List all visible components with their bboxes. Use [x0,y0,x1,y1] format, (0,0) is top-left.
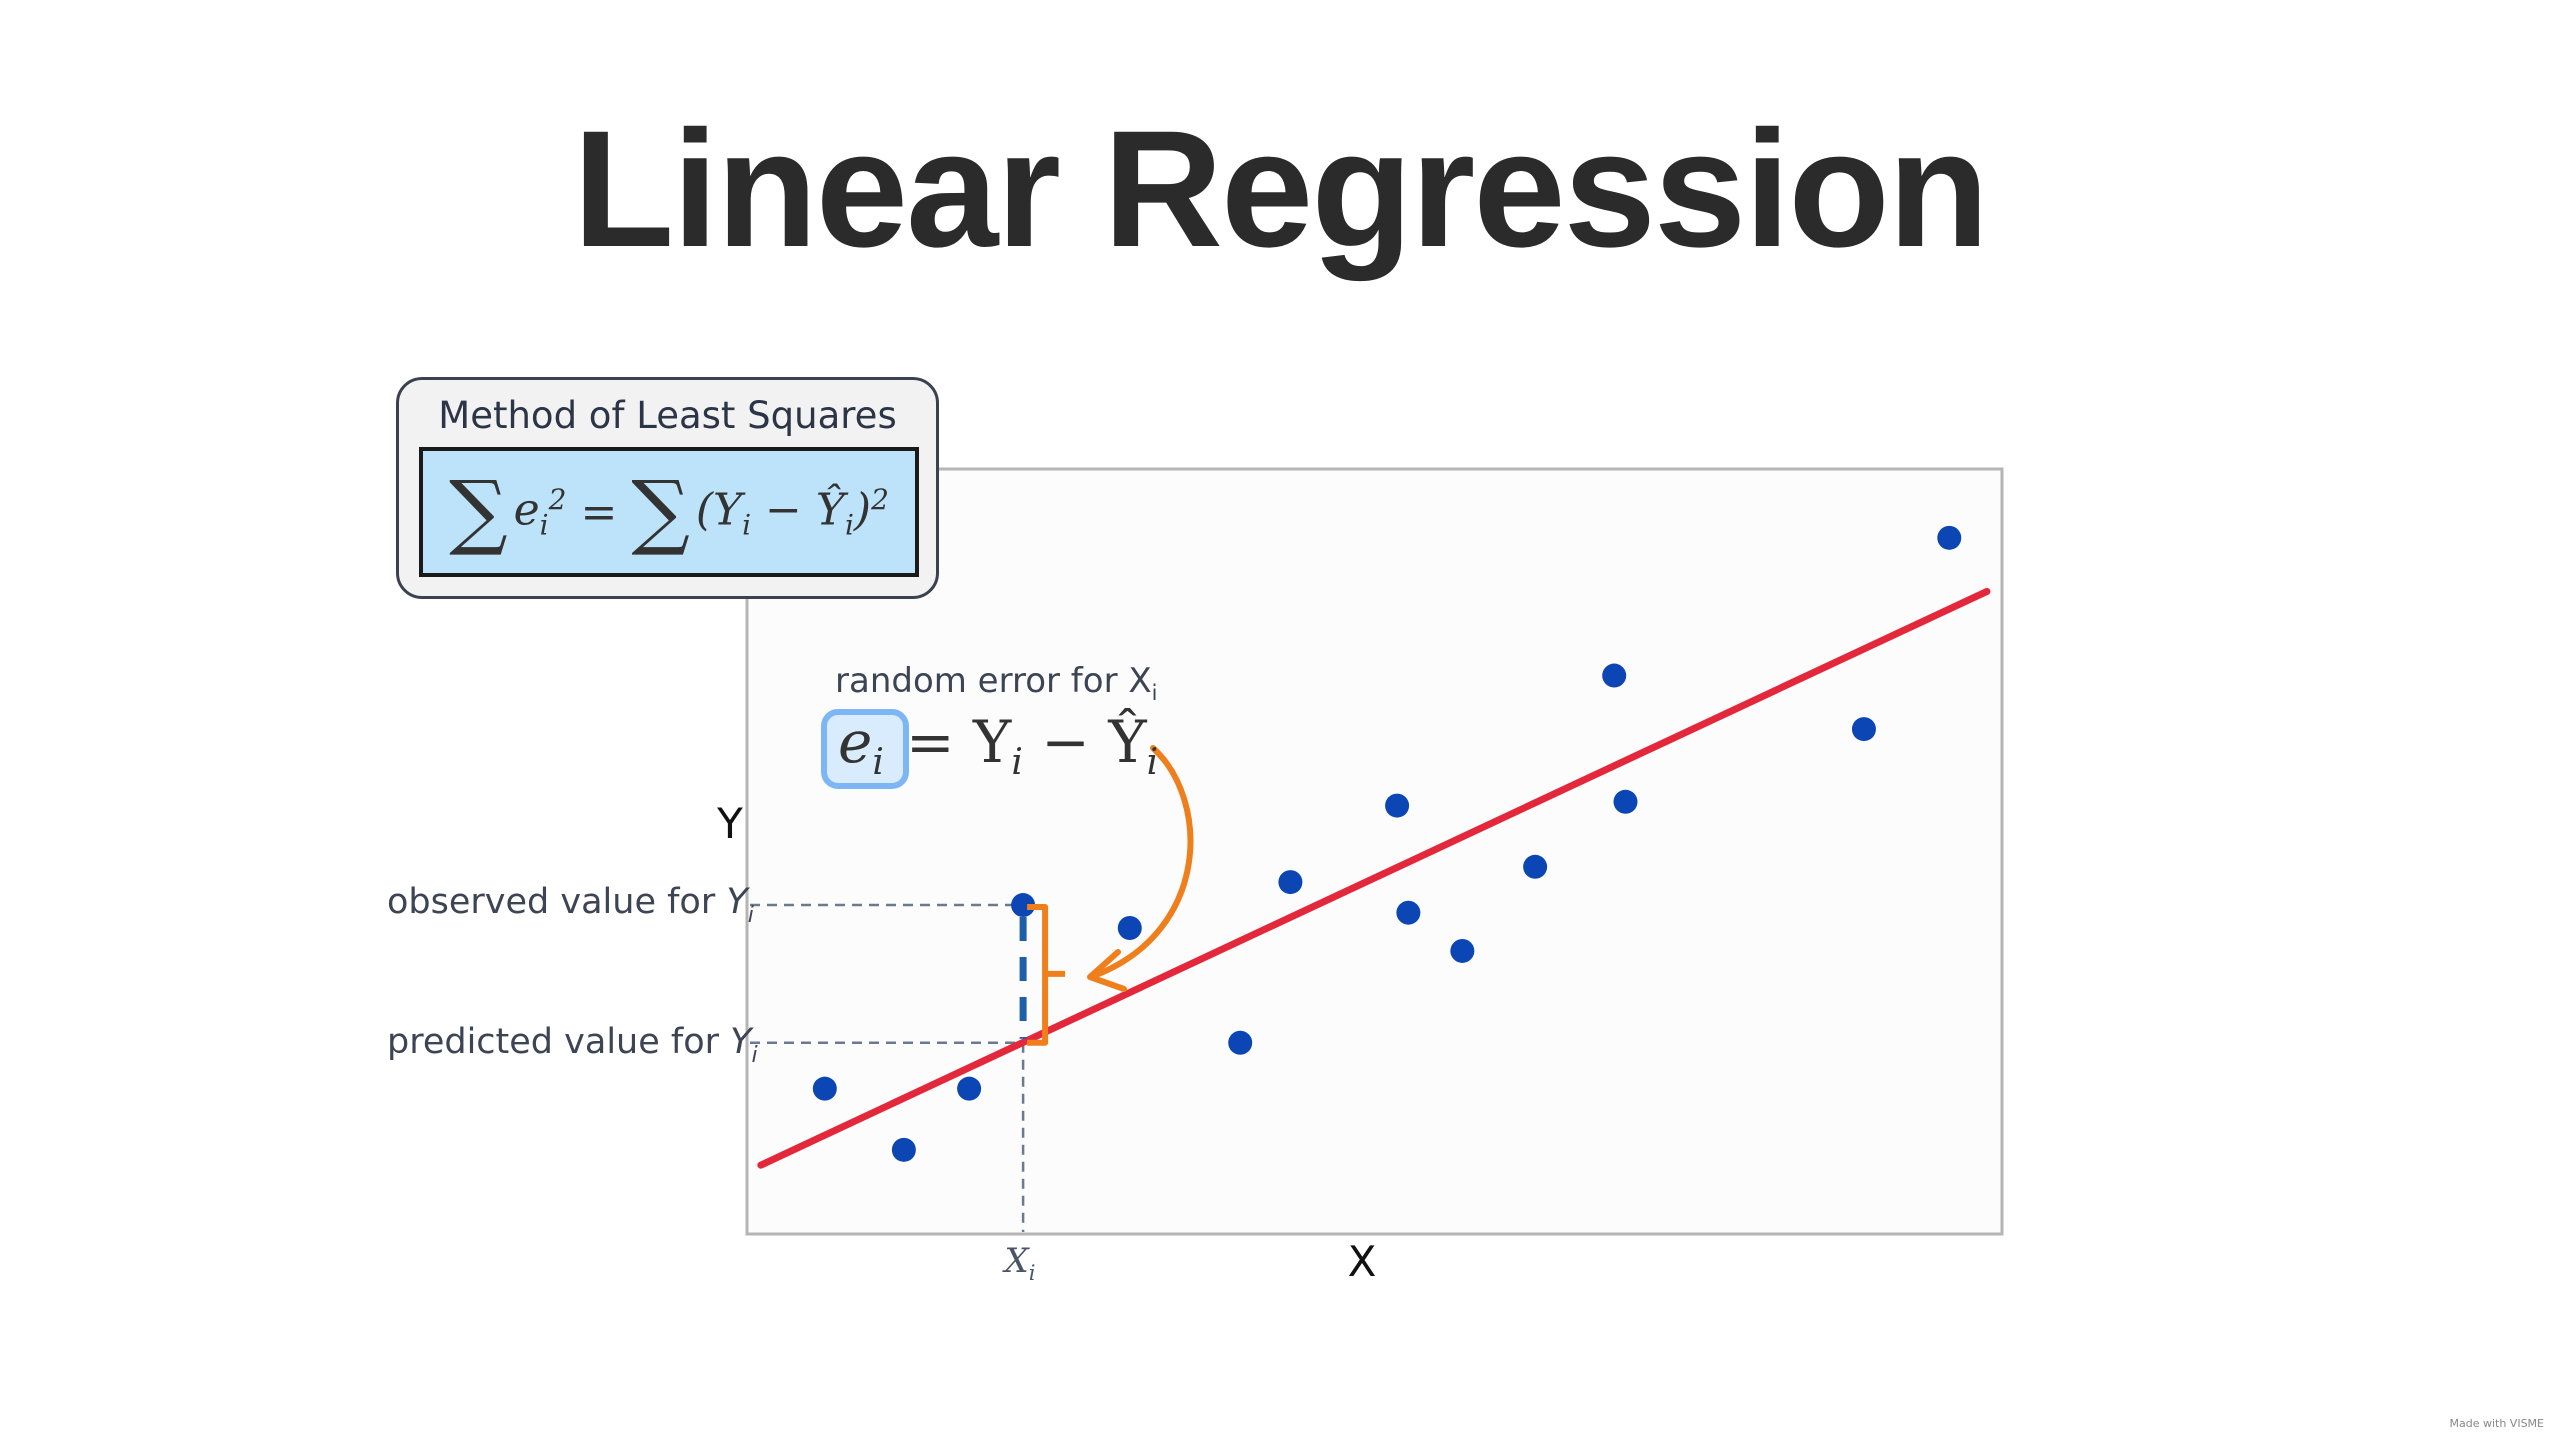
x-axis-label: X [1348,1237,1377,1286]
footer-credit: Made with VISME [2449,1417,2544,1430]
data-point [1613,789,1638,814]
data-point [1602,663,1627,688]
data-point [812,1076,837,1101]
data-point [891,1137,916,1162]
random-error-label: random error for Xi [835,661,1158,705]
data-point [1117,916,1142,940]
sum-symbol: ∑ [449,464,508,559]
error-bracket [1027,904,1066,1046]
least-squares-heading: Method of Least Squares [438,394,897,437]
data-point [1851,717,1876,742]
observed-value-label: observed value for Yi [387,882,754,928]
least-squares-formula: ∑ ei2 = ∑ (Yi − Ŷi)2 [419,447,919,577]
data-point [1937,525,1962,550]
regression-line [757,587,1991,1169]
error-equation-rhs: = Yi − Ŷi [906,708,1158,783]
error-arrow-head [1087,949,1127,992]
data-point [1396,900,1421,925]
least-squares-formula-text: ∑ ei2 = ∑ (Yi − Ŷi)2 [423,451,915,573]
equals-sign: = [580,486,618,538]
error-equation-e: ei [838,708,884,783]
page-title: Linear Regression [572,97,1989,282]
formula-error-term: ei2 [513,482,567,542]
sum-symbol-2: ∑ [631,464,690,559]
plot-frame [745,467,2004,1236]
data-point [1523,854,1548,879]
data-point [1228,1030,1253,1055]
data-point [1450,938,1475,963]
xi-tick-label: Xi [1002,1241,1036,1285]
data-point [1385,793,1410,818]
least-squares-box: Method of Least Squares ∑ ei2 = ∑ (Yi − … [396,377,939,599]
formula-residual-term: (Yi − Ŷi)2 [695,482,889,542]
y-axis-label: Y [716,799,743,848]
data-point [1011,893,1036,918]
error-arrow-curve [1093,745,1194,978]
data-point [957,1076,982,1101]
error-term-highlight [821,709,909,789]
predicted-value-label: predicted value for Yi [387,1022,758,1068]
data-point [1278,870,1303,895]
